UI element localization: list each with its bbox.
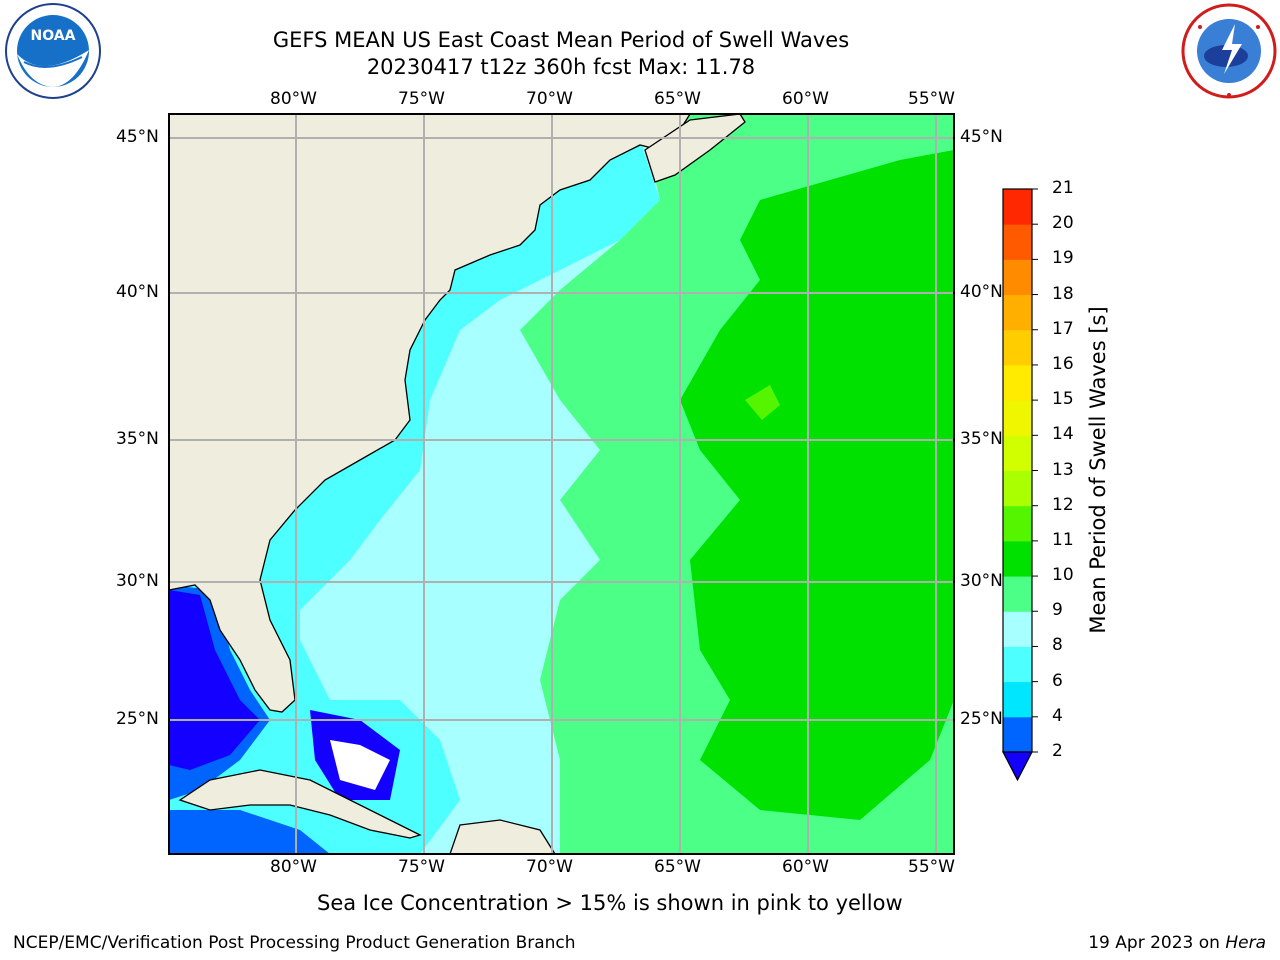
nws-logo bbox=[1180, 2, 1278, 100]
colorbar-tick-label: 4 bbox=[1052, 705, 1063, 726]
colorbar-segment bbox=[1003, 294, 1032, 331]
colorbar-segment bbox=[1003, 470, 1032, 507]
lon-label-bottom-80w: 80°W bbox=[270, 857, 317, 877]
colorbar-segment bbox=[1003, 259, 1032, 296]
colorbar-segment bbox=[1003, 364, 1032, 401]
lat-label-right-35n: 35°N bbox=[960, 429, 1003, 449]
colorbar-tick-label: 8 bbox=[1052, 635, 1063, 656]
lon-label-top-55w: 55°W bbox=[908, 89, 955, 109]
hispaniola-land bbox=[449, 819, 556, 854]
colorbar-tick-label: 18 bbox=[1052, 283, 1074, 304]
gridlines bbox=[169, 114, 954, 854]
footer-date: 19 Apr 2023 on Hera bbox=[1088, 933, 1266, 953]
lat-label-right-45n: 45°N bbox=[960, 127, 1003, 147]
lat-label-left-40n: 40°N bbox=[116, 282, 159, 302]
colorbar-tick-label: 14 bbox=[1052, 424, 1074, 445]
colorbar-segment bbox=[1003, 611, 1032, 647]
swell-zone-under-2 bbox=[169, 590, 260, 770]
lon-label-bottom-75w: 75°W bbox=[398, 857, 445, 877]
colorbar-tick-label: 15 bbox=[1052, 389, 1074, 410]
colorbar-tick-label: 19 bbox=[1052, 248, 1074, 269]
bahamas-shallows bbox=[330, 740, 390, 790]
swell-zone-11-12 bbox=[745, 385, 780, 420]
colorbar-tick-label: 17 bbox=[1052, 318, 1074, 339]
sea-ice-note: Sea Ice Concentration > 15% is shown in … bbox=[317, 891, 903, 915]
colorbar-tick-label: 10 bbox=[1052, 565, 1074, 586]
colorbar-tick-label: 6 bbox=[1052, 670, 1063, 691]
colorbar-segment bbox=[1003, 224, 1032, 260]
colorbar-segment bbox=[1003, 576, 1032, 612]
lat-label-right-25n: 25°N bbox=[960, 709, 1003, 729]
lat-label-left-35n: 35°N bbox=[116, 429, 159, 449]
lon-label-top-70w: 70°W bbox=[526, 89, 573, 109]
colorbar-tick-label: 12 bbox=[1052, 494, 1074, 515]
nova-scotia-land bbox=[644, 114, 746, 183]
colorbar-tick-label: 9 bbox=[1052, 600, 1063, 621]
colorbar-label: Mean Period of Swell Waves [s] bbox=[1086, 306, 1110, 634]
lat-label-left-30n: 30°N bbox=[116, 571, 159, 591]
colorbar-tick-label: 13 bbox=[1052, 459, 1074, 480]
map-frame bbox=[168, 113, 955, 855]
colorbar-tick-label: 2 bbox=[1052, 741, 1063, 761]
noaa-logo: NOAA bbox=[2, 2, 104, 100]
colorbar-under-arrow bbox=[1002, 751, 1033, 782]
lat-label-right-40n: 40°N bbox=[960, 282, 1003, 302]
lat-label-left-45n: 45°N bbox=[116, 127, 159, 147]
lon-label-bottom-65w: 65°W bbox=[654, 857, 701, 877]
colorbar-segment bbox=[1003, 505, 1032, 542]
lon-label-bottom-70w: 70°W bbox=[526, 857, 573, 877]
lon-label-top-75w: 75°W bbox=[398, 89, 445, 109]
cuba-land bbox=[178, 769, 422, 839]
colorbar-tick-label: 11 bbox=[1052, 529, 1074, 550]
lon-label-top-65w: 65°W bbox=[654, 89, 701, 109]
footer-machine: Hera bbox=[1225, 933, 1266, 953]
svg-text:NOAA: NOAA bbox=[31, 28, 76, 44]
lat-label-left-25n: 25°N bbox=[116, 709, 159, 729]
colorbar-tick-label: 21 bbox=[1052, 178, 1074, 198]
colorbar-segment bbox=[1003, 435, 1032, 471]
colorbar-tick-label: 20 bbox=[1052, 213, 1074, 234]
colorbar bbox=[1003, 188, 1038, 753]
footer-date-text: 19 Apr 2023 on bbox=[1088, 933, 1226, 953]
lon-label-top-60w: 60°W bbox=[782, 89, 829, 109]
us-land bbox=[169, 114, 691, 713]
colorbar-segment bbox=[1003, 400, 1032, 436]
lon-label-bottom-60w: 60°W bbox=[782, 857, 829, 877]
colorbar-segment bbox=[1003, 716, 1032, 753]
colorbar-segment bbox=[1003, 540, 1032, 577]
colorbar-segment bbox=[1003, 329, 1032, 366]
colorbar-tick-label: 16 bbox=[1052, 353, 1074, 374]
swell-zone-10-11 bbox=[680, 150, 954, 820]
colorbar-segment bbox=[1003, 646, 1032, 683]
footer-credit: NCEP/EMC/Verification Post Processing Pr… bbox=[13, 933, 576, 953]
swell-zone-caribbean bbox=[169, 810, 330, 854]
lon-label-top-80w: 80°W bbox=[270, 89, 317, 109]
map-title: GEFS MEAN US East Coast Mean Period of S… bbox=[272, 28, 850, 52]
colorbar-segment bbox=[1003, 681, 1032, 718]
lat-label-right-30n: 30°N bbox=[960, 571, 1003, 591]
colorbar-segment bbox=[1003, 189, 1032, 225]
lon-label-bottom-55w: 55°W bbox=[908, 857, 955, 877]
map-subtitle: 20230417 t12z 360h fcst Max: 11.78 bbox=[366, 55, 756, 79]
